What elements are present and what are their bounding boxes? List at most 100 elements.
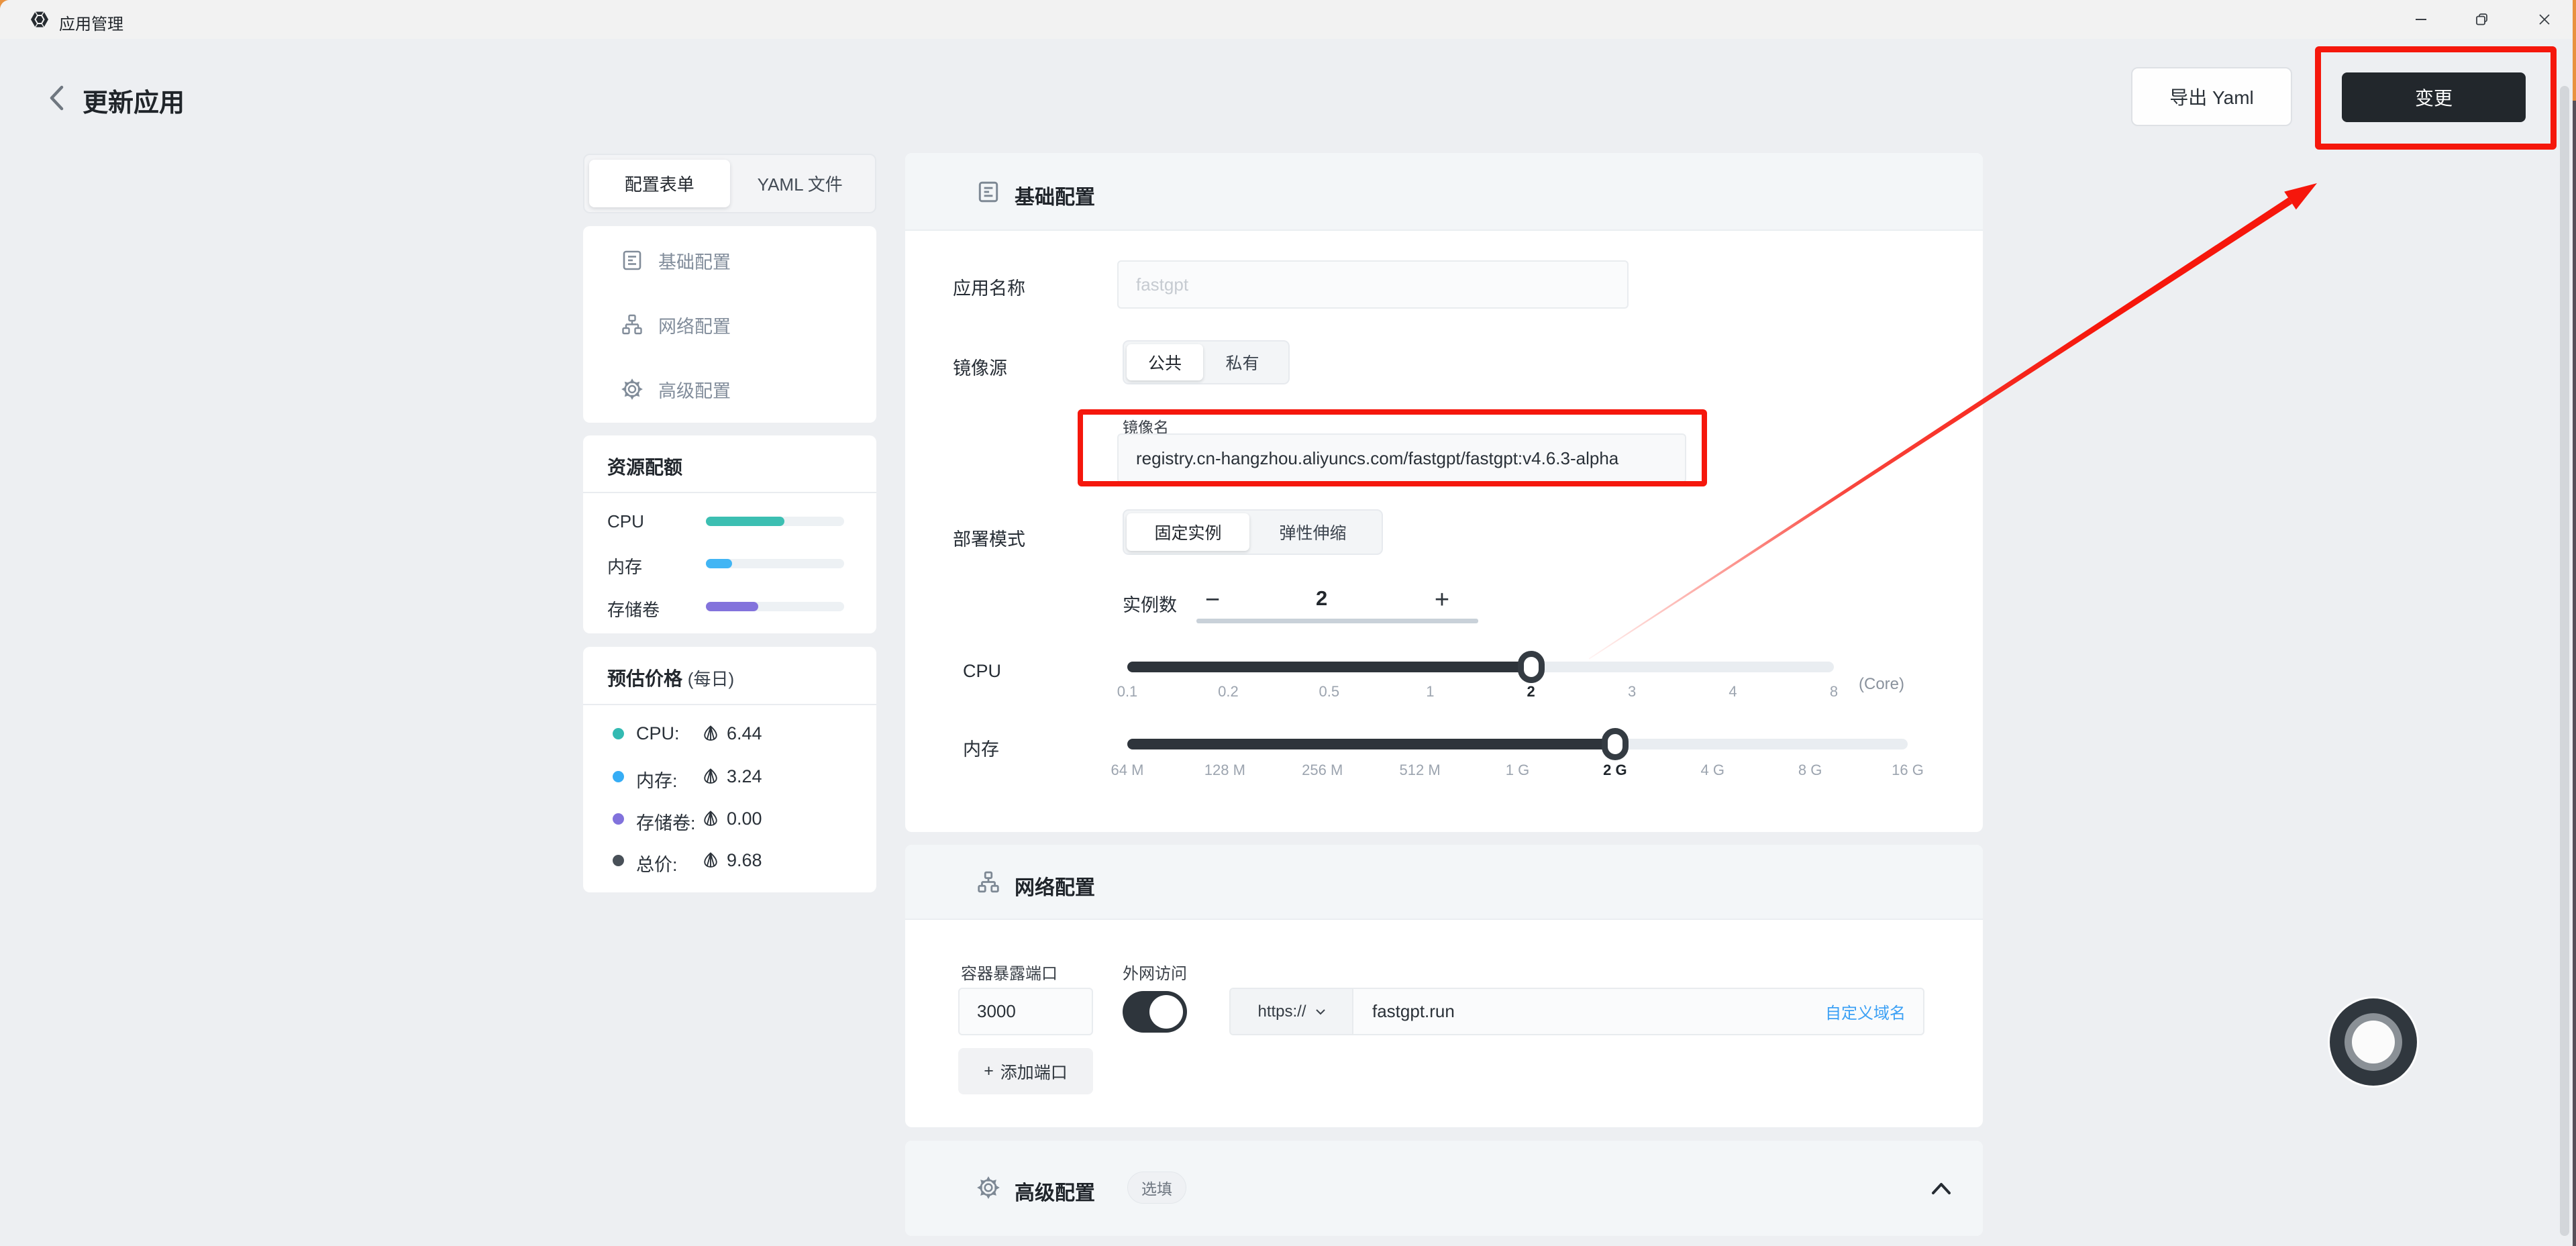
tick: 512 M bbox=[1399, 762, 1441, 778]
vertical-scrollbar-thumb[interactable] bbox=[2560, 86, 2569, 1236]
tick: 256 M bbox=[1302, 762, 1343, 778]
page-title: 更新应用 bbox=[83, 89, 185, 117]
sidebar-item-label: 基础配置 bbox=[658, 252, 731, 272]
image-source-public[interactable]: 公共 bbox=[1127, 344, 1203, 380]
divider bbox=[583, 492, 876, 493]
protocol-select[interactable]: https:// bbox=[1231, 989, 1353, 1034]
window-title: 应用管理 bbox=[59, 15, 123, 34]
gear-icon bbox=[621, 378, 643, 400]
sidebar-item-network-config[interactable]: 网络配置 bbox=[583, 296, 876, 354]
tick: 64 M bbox=[1111, 762, 1144, 778]
back-button[interactable] bbox=[42, 79, 71, 117]
quota-row: 存储卷 bbox=[583, 596, 876, 620]
chevron-down-icon bbox=[1315, 1008, 1325, 1015]
chevron-left-icon bbox=[50, 85, 64, 111]
section-nav: 基础配置 网络配置 高级配置 bbox=[583, 226, 876, 423]
quota-bar-track bbox=[706, 559, 844, 568]
deploy-mode-fixed[interactable]: 固定实例 bbox=[1127, 513, 1249, 551]
deploy-mode-elastic[interactable]: 弹性伸缩 bbox=[1279, 524, 1347, 543]
quota-bar-fill bbox=[706, 602, 759, 611]
tick: 1 G bbox=[1505, 762, 1530, 778]
quota-bar-track bbox=[706, 602, 844, 611]
price-row: 存储卷: 0.00 bbox=[583, 809, 876, 833]
deploy-mode-label: 部署模式 bbox=[953, 529, 1025, 550]
quota-bar-track bbox=[706, 517, 844, 526]
tick: 3 bbox=[1628, 683, 1637, 700]
cpu-slider-fill bbox=[1127, 662, 1531, 672]
network-config-card: 网络配置 容器暴露端口 外网访问 https:// 自定义域名 + 添加端口 bbox=[905, 845, 1983, 1127]
total-dot bbox=[613, 855, 624, 866]
basic-config-header: 基础配置 bbox=[905, 153, 1983, 231]
restore-button[interactable] bbox=[2453, 0, 2511, 39]
add-port-button[interactable]: + 添加端口 bbox=[958, 1048, 1093, 1094]
custom-domain-link[interactable]: 自定义域名 bbox=[1825, 1004, 1906, 1023]
desktop-edge bbox=[2573, 0, 2576, 1246]
price-value: 6.44 bbox=[727, 723, 762, 743]
image-source-label: 镜像源 bbox=[953, 358, 1007, 378]
quota-bar-fill bbox=[706, 517, 785, 526]
config-mode-tabs: 配置表单 YAML 文件 bbox=[583, 154, 876, 213]
chevron-up-icon[interactable] bbox=[1928, 1176, 1955, 1202]
price-estimate-card: 预估价格 (每日) CPU: 6.44 内存: 3.24 存储卷: 0.00 bbox=[583, 647, 876, 892]
access-label: 外网访问 bbox=[1123, 965, 1187, 983]
tick: 1 bbox=[1426, 683, 1435, 700]
desktop-edge-accent bbox=[2573, 0, 2576, 101]
tab-config-form[interactable]: 配置表单 bbox=[589, 160, 730, 207]
change-button[interactable]: 变更 bbox=[2342, 72, 2526, 122]
tick-selected: 2 G bbox=[1603, 762, 1627, 778]
document-icon bbox=[978, 181, 998, 203]
titlebar: 应用管理 bbox=[0, 0, 2573, 39]
image-name-input[interactable] bbox=[1117, 433, 1686, 483]
price-row: CPU: 6.44 bbox=[583, 723, 876, 743]
quota-label: 存储卷 bbox=[607, 600, 660, 620]
sidebar-item-label: 网络配置 bbox=[658, 316, 731, 337]
replicas-plus-button[interactable]: + bbox=[1434, 585, 1450, 614]
advanced-config-header[interactable]: 高级配置 选填 bbox=[905, 1141, 1983, 1236]
image-name-label: 镜像名 bbox=[1123, 419, 1169, 436]
sidebar-item-basic-config[interactable]: 基础配置 bbox=[583, 231, 876, 289]
cpu-slider-label: CPU bbox=[963, 661, 1002, 681]
storage-dot bbox=[613, 813, 624, 825]
app-logo-icon bbox=[31, 11, 48, 28]
network-icon bbox=[978, 871, 999, 893]
memory-dot bbox=[613, 771, 624, 782]
price-label: 存储卷: bbox=[636, 813, 696, 833]
tick: 128 M bbox=[1204, 762, 1245, 778]
export-yaml-button[interactable]: 导出 Yaml bbox=[2131, 67, 2292, 126]
cpu-slider[interactable] bbox=[1127, 651, 1834, 683]
memory-slider[interactable] bbox=[1127, 728, 1908, 760]
app-name-input[interactable] bbox=[1117, 260, 1629, 309]
quota-row: 内存 bbox=[583, 554, 876, 577]
stepper-underline bbox=[1196, 619, 1478, 623]
cpu-slider-handle[interactable] bbox=[1517, 651, 1545, 683]
close-button[interactable] bbox=[2516, 0, 2573, 39]
quota-row: CPU bbox=[583, 511, 876, 531]
advanced-config-card: 高级配置 选填 bbox=[905, 1141, 1983, 1236]
restore-icon bbox=[2476, 13, 2487, 25]
tick: 16 G bbox=[1892, 762, 1924, 778]
tab-yaml-file[interactable]: YAML 文件 bbox=[757, 174, 843, 195]
add-port-label: 添加端口 bbox=[1000, 1063, 1068, 1082]
external-access-toggle[interactable] bbox=[1123, 991, 1187, 1033]
quota-label: CPU bbox=[607, 511, 644, 531]
domain-field-group: https:// 自定义域名 bbox=[1229, 988, 1924, 1035]
tick: 8 G bbox=[1798, 762, 1822, 778]
cpu-dot bbox=[613, 728, 624, 739]
port-input[interactable] bbox=[958, 988, 1093, 1035]
memory-slider-handle[interactable] bbox=[1601, 728, 1629, 760]
memory-slider-ticks: 64 M 128 M 256 M 512 M 1 G 2 G 4 G 8 G 1… bbox=[1111, 762, 1924, 779]
price-label: 总价: bbox=[636, 855, 678, 875]
image-source-private[interactable]: 私有 bbox=[1225, 354, 1259, 373]
minimize-button[interactable] bbox=[2392, 0, 2450, 39]
section-title: 高级配置 bbox=[1015, 1182, 1095, 1204]
coin-shell-icon bbox=[704, 852, 717, 868]
sidebar-item-advanced-config[interactable]: 高级配置 bbox=[583, 360, 876, 418]
click-indicator bbox=[2330, 998, 2417, 1086]
tick: 8 bbox=[1829, 683, 1839, 700]
domain-input[interactable] bbox=[1353, 989, 1825, 1034]
cpu-slider-ticks: 0.1 0.2 0.5 1 2 3 4 8 bbox=[1117, 683, 1838, 700]
minimize-icon bbox=[2416, 19, 2426, 20]
tick-selected: 2 bbox=[1527, 683, 1535, 700]
replicas-minus-button[interactable]: − bbox=[1204, 585, 1221, 614]
